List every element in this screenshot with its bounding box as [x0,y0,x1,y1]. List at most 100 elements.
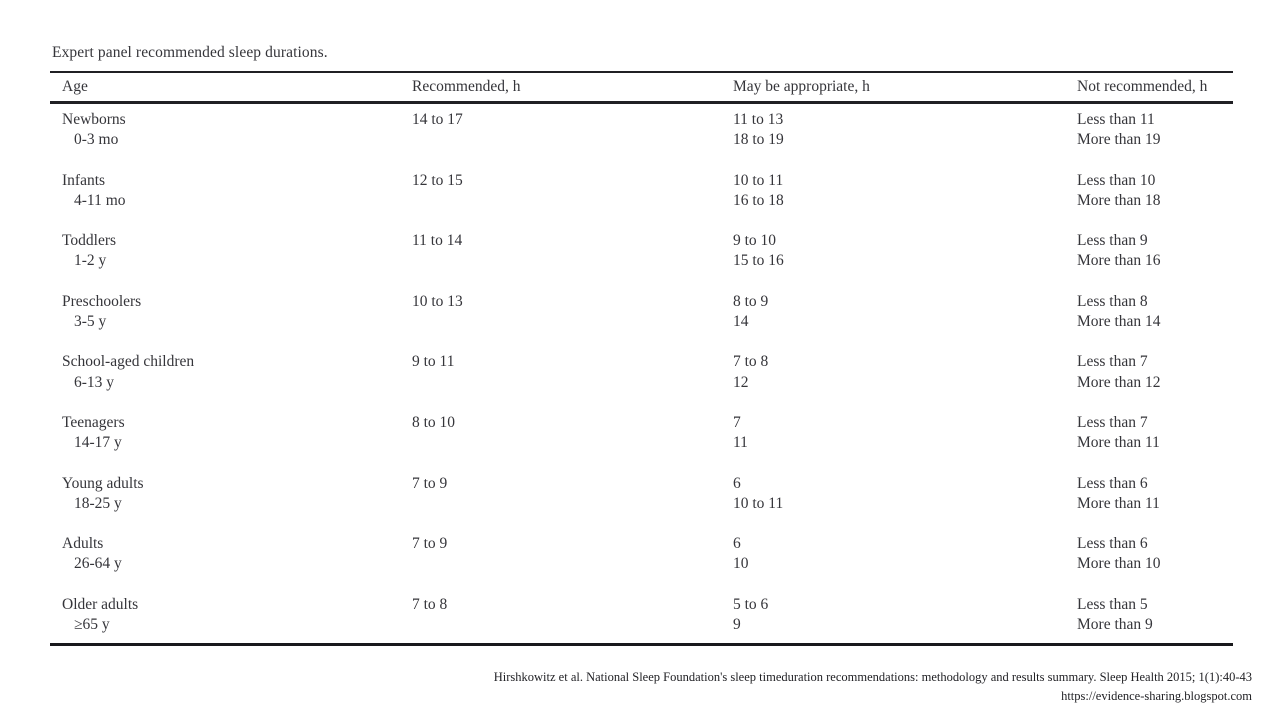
may-appropriate-value-2: 18 to 19 [733,131,784,149]
age-group-label: Infants [62,171,106,189]
not-recommended-cell: Less than 10 More than 18 [1077,171,1233,212]
not-recommended-value-1: Less than 9 [1077,232,1148,250]
table-body: Newborns 0-3 mo 14 to 17 11 to 13 18 to … [50,104,1233,643]
may-appropriate-value-1: 7 to 8 [733,353,769,371]
recommended-value: 11 to 14 [412,232,463,250]
recommended-value: 10 to 13 [412,292,463,310]
not-recommended-cell: Less than 7 More than 11 [1077,413,1233,454]
recommended-value: 7 to 8 [412,595,448,613]
not-recommended-value-1: Less than 7 [1077,353,1148,371]
age-range-label: 3-5 y [74,313,107,331]
age-range-label: 14-17 y [74,434,122,452]
age-cell: Infants 4-11 mo [50,171,412,212]
recommended-value: 9 to 11 [412,353,455,371]
not-recommended-value-2: More than 11 [1077,494,1160,512]
table-caption: Expert panel recommended sleep durations… [52,44,328,61]
may-appropriate-value-2: 9 [733,616,741,634]
recommended-value: 7 to 9 [412,535,448,553]
may-appropriate-cell: 5 to 6 9 [733,595,1077,636]
recommended-cell: 7 to 9 [412,534,733,575]
age-range-label: 0-3 mo [74,131,119,149]
not-recommended-value-2: More than 11 [1077,434,1160,452]
may-appropriate-cell: 9 to 10 15 to 16 [733,231,1077,272]
age-cell: Teenagers 14-17 y [50,413,412,454]
age-cell: Older adults ≥65 y [50,595,412,636]
may-appropriate-value-1: 6 [733,535,741,553]
age-cell: Young adults 18-25 y [50,474,412,515]
sleep-durations-table: Age Recommended, h May be appropriate, h… [50,71,1233,647]
not-recommended-cell: Less than 5 More than 9 [1077,595,1233,636]
not-recommended-value-1: Less than 6 [1077,474,1148,492]
age-group-label: Newborns [62,111,126,128]
may-appropriate-value-2: 11 [733,434,748,452]
not-recommended-value-2: More than 16 [1077,252,1161,270]
table-row: Teenagers 14-17 y 8 to 10 7 11 Less than… [50,413,1233,474]
not-recommended-cell: Less than 6 More than 11 [1077,474,1233,515]
not-recommended-value-1: Less than 6 [1077,535,1148,553]
recommended-cell: 9 to 11 [412,352,733,393]
recommended-value: 8 to 10 [412,413,456,431]
may-appropriate-cell: 7 11 [733,413,1077,454]
may-appropriate-cell: 8 to 9 14 [733,292,1077,333]
may-appropriate-value-2: 16 to 18 [733,191,784,209]
not-recommended-value-2: More than 10 [1077,555,1161,573]
table-row: School-aged children 6-13 y 9 to 11 7 to… [50,352,1233,413]
age-cell: Adults 26-64 y [50,534,412,575]
not-recommended-value-1: Less than 7 [1077,413,1148,431]
not-recommended-cell: Less than 8 More than 14 [1077,292,1233,333]
age-group-label: Preschoolers [62,292,142,310]
may-appropriate-value-2: 12 [733,373,749,391]
age-group-label: Toddlers [62,232,117,250]
may-appropriate-cell: 6 10 to 11 [733,474,1077,515]
age-cell: Preschoolers 3-5 y [50,292,412,333]
footer: Hirshkowitz et al. National Sleep Founda… [494,668,1252,705]
not-recommended-value-2: More than 12 [1077,373,1161,391]
may-appropriate-cell: 7 to 8 12 [733,352,1077,393]
age-group-label: Young adults [62,474,144,492]
age-range-label: 1-2 y [74,252,107,270]
not-recommended-value-1: Less than 8 [1077,292,1148,310]
table-header-row: Age Recommended, h May be appropriate, h… [50,73,1233,104]
may-appropriate-value-2: 10 to 11 [733,494,784,512]
may-appropriate-value-1: 7 [733,413,741,431]
citation-text: Hirshkowitz et al. National Sleep Founda… [493,670,1252,684]
not-recommended-value-2: More than 19 [1077,131,1161,149]
recommended-cell: 7 to 9 [412,474,733,515]
not-recommended-value-1: Less than 5 [1077,595,1148,613]
recommended-cell: 8 to 10 [412,413,733,454]
age-range-label: 18-25 y [74,494,122,512]
column-header-may-appropriate: May be appropriate, h [733,78,870,95]
age-group-label: Adults [62,535,104,553]
age-group-label: Older adults [62,595,139,613]
age-cell: School-aged children 6-13 y [50,352,412,393]
recommended-cell: 11 to 14 [412,231,733,272]
recommended-value: 7 to 9 [412,474,448,492]
age-cell: Toddlers 1-2 y [50,231,412,272]
recommended-cell: 7 to 8 [412,595,733,636]
may-appropriate-value-1: 5 to 6 [733,595,769,613]
not-recommended-value-2: More than 9 [1077,616,1153,634]
source-url: https://evidence-sharing.blogspot.com [1061,688,1252,703]
may-appropriate-value-2: 15 to 16 [733,252,784,270]
not-recommended-cell: Less than 7 More than 12 [1077,352,1233,393]
table-row: Older adults ≥65 y 7 to 8 5 to 6 9 Less … [50,595,1233,644]
may-appropriate-value-2: 14 [733,313,749,331]
not-recommended-cell: Less than 6 More than 10 [1077,534,1233,575]
recommended-cell: 12 to 15 [412,171,733,212]
table-row: Preschoolers 3-5 y 10 to 13 8 to 9 14 Le… [50,292,1233,353]
may-appropriate-cell: 6 10 [733,534,1077,575]
recommended-cell: 10 to 13 [412,292,733,333]
age-group-label: School-aged children [62,353,195,371]
not-recommended-value-2: More than 14 [1077,313,1161,331]
recommended-value: 14 to 17 [412,111,463,128]
not-recommended-value-1: Less than 11 [1077,111,1155,128]
table-row: Newborns 0-3 mo 14 to 17 11 to 13 18 to … [50,110,1233,171]
table-row: Toddlers 1-2 y 11 to 14 9 to 10 15 to 16… [50,231,1233,292]
may-appropriate-value-1: 9 to 10 [733,232,777,250]
may-appropriate-cell: 11 to 13 18 to 19 [733,110,1077,151]
table-row: Infants 4-11 mo 12 to 15 10 to 11 16 to … [50,171,1233,232]
may-appropriate-value-1: 11 to 13 [733,111,784,128]
not-recommended-cell: Less than 9 More than 16 [1077,231,1233,272]
age-cell: Newborns 0-3 mo [50,110,412,151]
